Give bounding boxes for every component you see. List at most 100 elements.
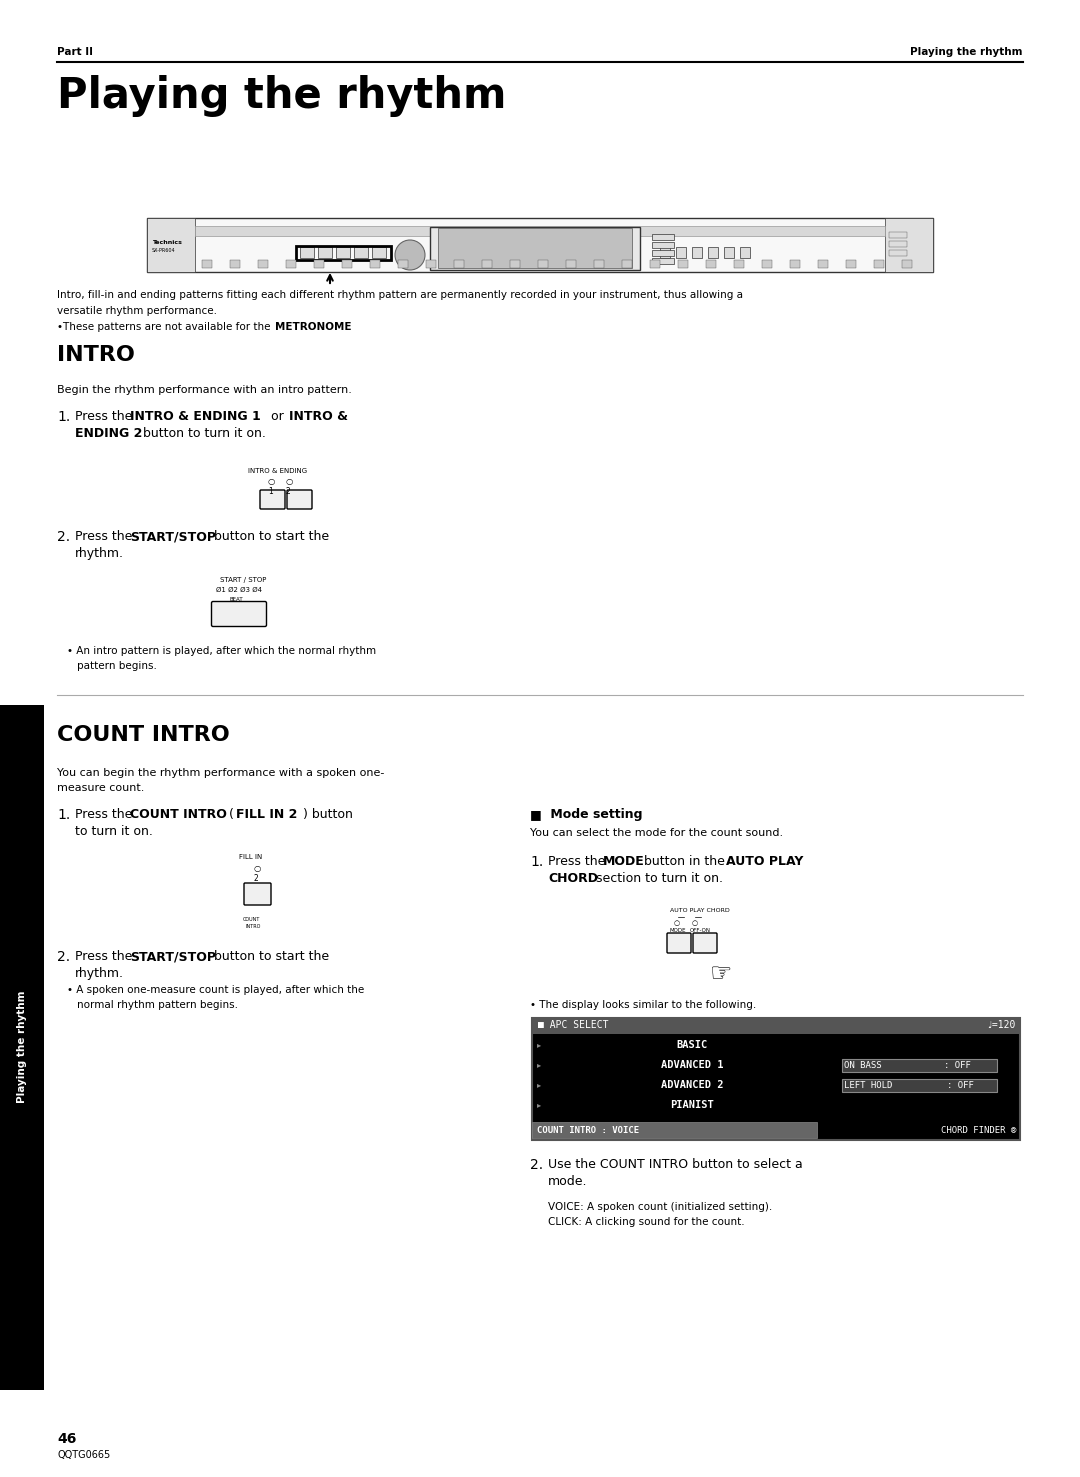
Text: to turn it on.: to turn it on. [75, 826, 153, 837]
Bar [740, 247, 750, 258]
FancyBboxPatch shape [667, 933, 691, 953]
Text: AUTO PLAY CHORD: AUTO PLAY CHORD [670, 908, 730, 913]
Text: 2: 2 [253, 874, 258, 883]
FancyBboxPatch shape [693, 933, 717, 953]
Text: .: . [345, 322, 349, 332]
Circle shape [395, 239, 426, 270]
Text: ▸: ▸ [537, 1080, 541, 1089]
Bar [318, 247, 332, 258]
Text: MODE: MODE [603, 855, 645, 868]
Text: Part II: Part II [57, 47, 93, 58]
Text: versatile rhythm performance.: versatile rhythm performance. [57, 306, 217, 316]
Bar [0, 705, 44, 1390]
Bar [399, 260, 408, 267]
Text: Press the: Press the [75, 530, 136, 544]
Text: AUTO PLAY: AUTO PLAY [726, 855, 804, 868]
Text: OFF-ON: OFF-ON [690, 928, 711, 933]
Bar [889, 241, 907, 247]
Bar [902, 260, 912, 267]
Text: ♩=120: ♩=120 [987, 1021, 1016, 1029]
Text: Playing the rhythm: Playing the rhythm [57, 75, 507, 117]
Bar [336, 247, 350, 258]
Text: 2: 2 [286, 487, 291, 496]
Bar [438, 227, 632, 267]
Text: button to start the: button to start the [210, 950, 329, 963]
Text: ○: ○ [674, 920, 680, 926]
Text: START/STOP: START/STOP [130, 950, 216, 963]
Text: INTRO &: INTRO & [289, 411, 348, 422]
Text: CLICK: A clicking sound for the count.: CLICK: A clicking sound for the count. [548, 1217, 744, 1227]
Bar [706, 260, 716, 267]
Bar [708, 247, 718, 258]
Text: Press the: Press the [75, 411, 136, 422]
Text: FILL IN: FILL IN [239, 854, 262, 860]
Text: LEFT HOLD: LEFT HOLD [843, 1081, 892, 1090]
Text: INTRO & ENDING 1: INTRO & ENDING 1 [130, 411, 260, 422]
Text: You can begin the rhythm performance with a spoken one-: You can begin the rhythm performance wit… [57, 768, 384, 778]
Bar [314, 260, 324, 267]
Bar [342, 260, 352, 267]
Text: COUNT INTRO: COUNT INTRO [57, 725, 230, 744]
Text: FILL IN 2: FILL IN 2 [237, 808, 297, 821]
Text: ▸: ▸ [537, 1060, 541, 1069]
Bar [789, 260, 800, 267]
Text: PIANIST: PIANIST [670, 1100, 714, 1111]
Bar [692, 247, 702, 258]
Bar [566, 260, 576, 267]
Text: You can select the mode for the count sound.: You can select the mode for the count so… [530, 829, 783, 837]
Bar [202, 260, 212, 267]
Text: ☞: ☞ [710, 962, 732, 987]
Text: (: ( [225, 808, 234, 821]
Text: COUNT: COUNT [243, 917, 260, 922]
Text: ○: ○ [692, 920, 698, 926]
Bar [426, 260, 436, 267]
Text: ON BASS: ON BASS [843, 1060, 881, 1069]
Text: ADVANCED 2: ADVANCED 2 [661, 1080, 724, 1090]
Bar [300, 247, 314, 258]
Bar [147, 219, 933, 272]
Bar [842, 1080, 997, 1092]
Text: VOICE: A spoken count (initialized setting).: VOICE: A spoken count (initialized setti… [548, 1202, 772, 1213]
Text: rhythm.: rhythm. [75, 546, 124, 560]
FancyBboxPatch shape [244, 883, 271, 905]
Text: button in the: button in the [640, 855, 729, 868]
Text: ▸: ▸ [537, 1040, 541, 1049]
Bar [846, 260, 856, 267]
Bar [818, 260, 828, 267]
Bar [296, 247, 391, 260]
Bar [874, 260, 885, 267]
Text: or: or [267, 411, 287, 422]
Text: COUNT INTRO : VOICE: COUNT INTRO : VOICE [537, 1125, 639, 1134]
Text: INTRO: INTRO [57, 346, 135, 365]
Text: Technics: Technics [152, 239, 181, 245]
Bar [532, 1018, 1020, 1140]
Text: 46: 46 [57, 1433, 77, 1446]
Text: ADVANCED 1: ADVANCED 1 [661, 1060, 724, 1069]
Text: • A spoken one-measure count is played, after which the: • A spoken one-measure count is played, … [67, 985, 364, 995]
Text: 2.: 2. [57, 530, 70, 544]
Text: Begin the rhythm performance with an intro pattern.: Begin the rhythm performance with an int… [57, 385, 352, 394]
Bar [195, 226, 885, 236]
Text: QQTG0665: QQTG0665 [57, 1450, 110, 1459]
Text: Playing the rhythm: Playing the rhythm [910, 47, 1023, 58]
Bar [258, 260, 268, 267]
Text: START/STOP: START/STOP [130, 530, 216, 544]
Bar [482, 260, 492, 267]
Bar [454, 260, 464, 267]
Text: 2.: 2. [57, 950, 70, 964]
Text: : OFF: : OFF [944, 1060, 971, 1069]
Text: COUNT INTRO: COUNT INTRO [130, 808, 227, 821]
Text: • The display looks similar to the following.: • The display looks similar to the follo… [530, 1000, 756, 1010]
Bar [370, 260, 380, 267]
Text: ▸: ▸ [537, 1100, 541, 1109]
Bar [885, 219, 933, 272]
Bar [724, 247, 734, 258]
Bar [230, 260, 240, 267]
Text: button to turn it on.: button to turn it on. [139, 427, 266, 440]
Text: button to start the: button to start the [210, 530, 329, 544]
Text: METRONOME: METRONOME [275, 322, 351, 332]
Text: 1.: 1. [57, 411, 70, 424]
Bar [842, 1059, 997, 1072]
Text: Playing the rhythm: Playing the rhythm [17, 991, 27, 1103]
Bar [286, 260, 296, 267]
